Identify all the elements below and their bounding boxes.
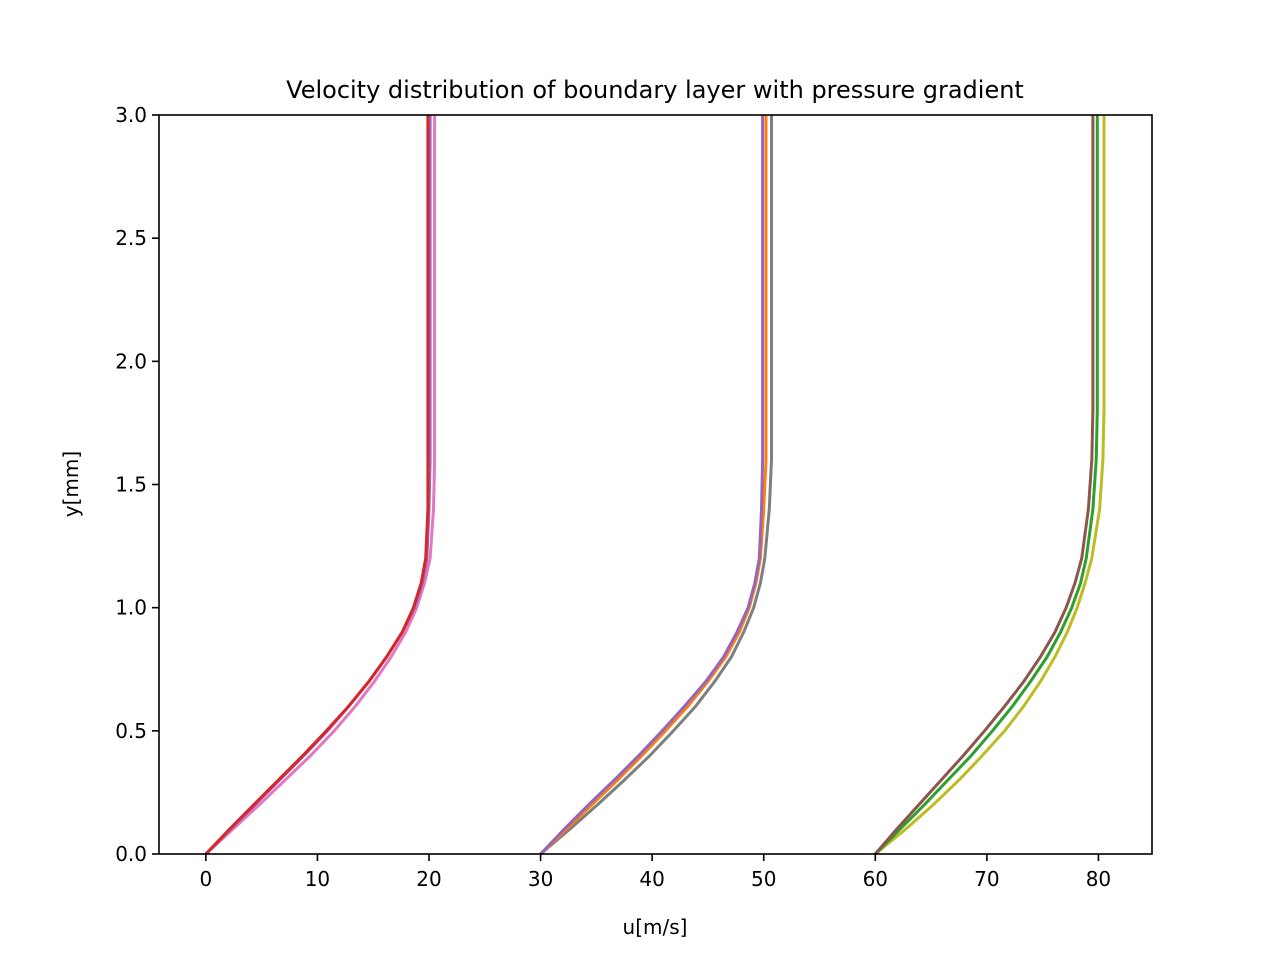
series-line-8 — [874, 115, 1099, 856]
y-tick-label: 2.0 — [115, 349, 147, 373]
series-line-7 — [874, 115, 1106, 856]
y-tick-label: 1.5 — [115, 473, 147, 497]
series-layer — [204, 115, 1106, 856]
x-tick-label: 50 — [751, 867, 776, 891]
x-tick-label: 10 — [305, 867, 330, 891]
series-line-4 — [539, 115, 773, 856]
series-line-5 — [539, 115, 768, 856]
x-tick-label: 30 — [528, 867, 553, 891]
y-tick-label: 3.0 — [115, 103, 147, 127]
x-tick-label: 70 — [974, 867, 999, 891]
series-line-3 — [204, 115, 430, 856]
x-axis-label: u[m/s] — [623, 915, 688, 939]
x-axis: 0 10 20 30 40 50 60 70 80 — [199, 854, 1111, 891]
y-tick-label: 0.5 — [115, 719, 147, 743]
x-tick-label: 40 — [639, 867, 664, 891]
series-line-2 — [204, 115, 432, 856]
series-line-1 — [204, 115, 437, 856]
y-tick-label: 2.5 — [115, 226, 147, 250]
y-tick-label: 0.0 — [115, 842, 147, 866]
series-line-9 — [874, 115, 1095, 855]
y-tick-label: 1.0 — [115, 596, 147, 620]
x-tick-label: 20 — [416, 867, 441, 891]
series-line-6 — [539, 115, 765, 856]
x-tick-label: 80 — [1086, 867, 1111, 891]
chart-title: Velocity distribution of boundary layer … — [286, 76, 1024, 104]
x-tick-label: 60 — [863, 867, 888, 891]
y-axis-label: y[mm] — [59, 451, 83, 517]
x-tick-label: 0 — [199, 867, 212, 891]
y-axis: 0.0 0.5 1.0 1.5 2.0 2.5 3.0 — [115, 103, 159, 866]
